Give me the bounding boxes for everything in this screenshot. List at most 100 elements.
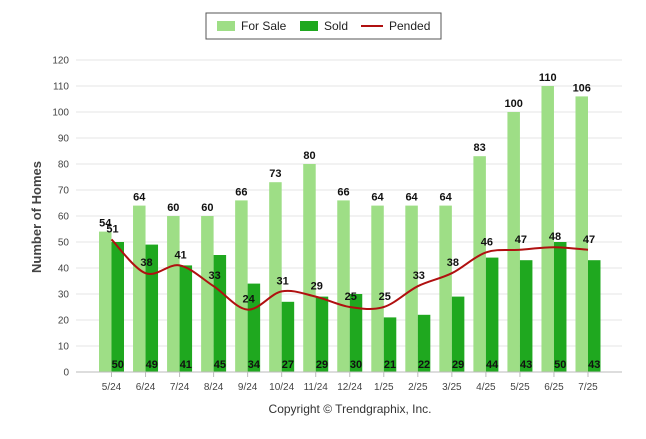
line-label-pended: 47 [583,234,595,246]
bar-sold [179,265,193,372]
bar-sold [247,283,261,372]
x-tick-label: 7/25 [578,382,598,393]
bar-sold [485,257,499,372]
bar-label-sold: 34 [248,359,261,371]
y-tick-label: 80 [58,160,70,171]
x-tick-label: 12/24 [337,382,362,393]
bar-for-sale [235,200,248,372]
bar-sold [519,260,533,372]
bar-for-sale [99,231,112,372]
x-tick-label: 9/24 [238,382,258,393]
bar-label-sold: 49 [146,359,158,371]
x-tick-label: 7/24 [170,382,190,393]
line-label-pended: 29 [311,281,323,293]
copyright-credit: Copyright © Trendgraphix, Inc. [269,402,432,416]
line-label-pended: 41 [174,249,186,261]
x-tick-label: 10/24 [269,382,294,393]
bar-for-sale [575,96,588,373]
bar-label-sold: 44 [486,359,499,371]
bar-for-sale [507,112,520,372]
x-tick-label: 2/25 [408,382,428,393]
legend-label-pended: Pended [389,19,430,33]
bar-label-sold: 50 [554,359,566,371]
bar-for-sale [303,164,316,372]
bar-label-sold: 43 [588,359,600,371]
bar-sold [145,244,159,372]
bar-for-sale [439,205,452,372]
bar-sold [383,317,397,372]
line-label-pended: 47 [515,234,527,246]
y-tick-label: 110 [53,82,69,93]
bar-sold [451,296,465,372]
bar-label-sold: 27 [282,359,294,371]
bar-label-for-sale: 64 [439,192,452,204]
bar-label-for-sale: 60 [167,202,179,214]
line-label-pended: 31 [277,275,289,287]
label-layer: 54 64 60 60 66 73 80 66 64 64 64 83 100 110 106 50 49 41 4… [99,72,600,371]
bar-label-for-sale: 83 [474,142,486,154]
bar-label-sold: 45 [214,359,226,371]
line-label-pended: 48 [549,231,561,243]
bar-label-sold: 43 [520,359,532,371]
bar-label-for-sale: 100 [504,98,522,110]
legend-box [205,12,442,40]
line-label-pended: 24 [243,294,256,306]
bar-label-sold: 30 [350,359,362,371]
bar-label-for-sale: 66 [337,186,349,198]
y-axis-title: Number of Homes [29,161,44,273]
bar-for-sale [337,200,350,372]
bar-label-for-sale: 64 [133,192,146,204]
legend-label-for-sale: For Sale [241,19,287,33]
x-tick-label: 6/25 [544,382,564,393]
bar-label-sold: 29 [316,359,328,371]
line-label-pended: 51 [106,223,118,235]
axis-layer: 0 10 20 30 40 50 60 70 80 90 100 110 120 5/24 6/24 7/24… [52,56,622,393]
bar-label-sold: 22 [418,359,430,371]
bar-sold [553,242,567,372]
bar-label-for-sale: 73 [269,168,281,180]
bar-label-for-sale: 64 [405,192,418,204]
y-tick-label: 10 [58,342,70,353]
y-tick-label: 0 [63,368,69,379]
bar-sold [213,255,227,372]
y-tick-label: 120 [52,56,69,67]
bar-sold [349,294,363,372]
x-tick-label: 8/24 [204,382,224,393]
y-tick-label: 50 [58,238,70,249]
bar-label-sold: 41 [180,359,192,371]
bar-sold [281,301,295,372]
bar-for-sale [269,182,282,372]
bar-label-for-sale: 110 [539,72,557,84]
y-tick-label: 60 [58,212,70,223]
bar-label-for-sale: 64 [371,192,384,204]
legend-swatch-for-sale [217,21,235,31]
bar-sold [588,260,601,372]
bar-for-sale [473,156,486,372]
bar-label-for-sale: 60 [201,202,213,214]
legend-label-sold: Sold [324,19,348,33]
line-label-pended: 33 [208,270,220,282]
y-tick-label: 90 [58,134,70,145]
line-label-pended: 46 [481,236,493,248]
y-tick-label: 40 [58,264,70,275]
bar-sold [315,296,329,372]
line-label-pended: 25 [345,291,357,303]
bar-for-sale [167,216,180,372]
bar-for-sale [133,205,146,372]
line-label-pended: 33 [413,270,425,282]
bar-label-for-sale: 106 [573,82,591,94]
bar-label-for-sale: 66 [235,186,247,198]
bar-label-sold: 50 [112,359,124,371]
line-label-pended: 38 [140,257,152,269]
y-tick-label: 30 [58,290,70,301]
x-tick-label: 11/24 [304,382,329,393]
bar-label-for-sale: 54 [99,218,112,230]
x-tick-label: 6/24 [136,382,156,393]
x-tick-label: 5/24 [102,382,122,393]
line-label-pended: 25 [379,291,391,303]
legend-swatch-sold [300,21,318,31]
bar-for-sale [371,205,384,372]
x-tick-label: 1/25 [374,382,394,393]
